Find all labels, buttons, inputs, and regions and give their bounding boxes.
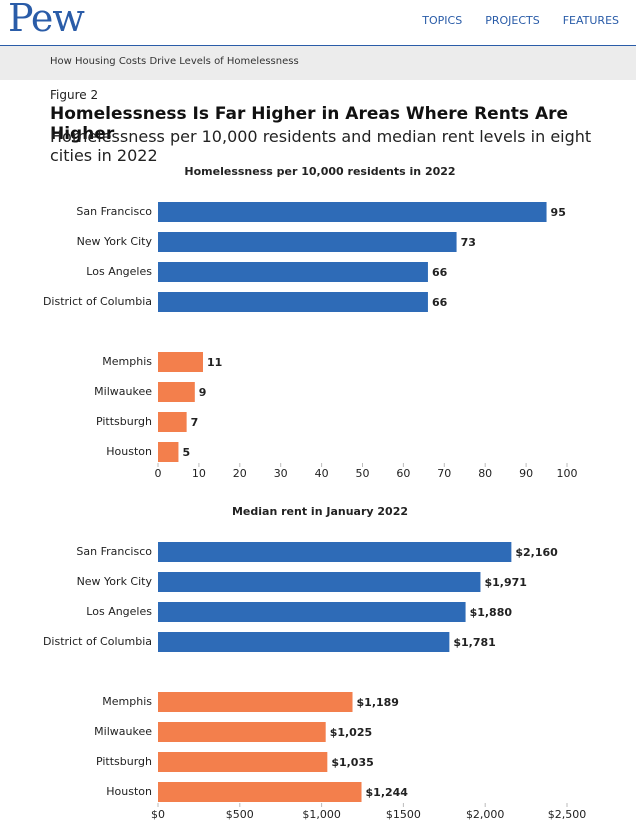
x-tick-label: 30: [274, 467, 288, 480]
x-tick-label: 40: [315, 467, 329, 480]
value-label: 66: [432, 296, 448, 309]
bar: [158, 602, 466, 622]
bar: [158, 692, 353, 712]
value-label: $1,244: [366, 786, 409, 799]
category-label: San Francisco: [76, 205, 152, 218]
chart-title: Median rent in January 2022: [232, 505, 408, 518]
category-label: New York City: [77, 235, 153, 248]
category-label: Los Angeles: [86, 605, 152, 618]
x-tick-label: $2,000: [466, 808, 505, 821]
nav-link[interactable]: FEATURES: [562, 14, 619, 27]
category-label: Milwaukee: [94, 725, 152, 738]
bar: [158, 352, 203, 372]
category-label: Houston: [106, 445, 152, 458]
x-tick-label: 10: [192, 467, 206, 480]
bar: [158, 542, 512, 562]
x-tick-label: 60: [396, 467, 410, 480]
value-label: 95: [551, 206, 566, 219]
category-label: Pittsburgh: [96, 755, 152, 768]
x-tick-label: $2,500: [548, 808, 587, 821]
value-label: 66: [432, 266, 448, 279]
x-tick-label: 80: [478, 467, 492, 480]
category-label: San Francisco: [76, 545, 152, 558]
nav-link[interactable]: PROJECTS: [485, 14, 540, 27]
value-label: $1,189: [357, 696, 399, 709]
header-rule: [0, 45, 636, 46]
value-label: 73: [461, 236, 476, 249]
value-label: 7: [191, 416, 199, 429]
bar: [158, 202, 547, 222]
bar: [158, 292, 428, 312]
bar: [158, 442, 179, 462]
bar: [158, 722, 326, 742]
category-label: Houston: [106, 785, 152, 798]
x-tick-label: $1,000: [302, 808, 341, 821]
value-label: 5: [182, 446, 190, 459]
value-label: $1,971: [484, 576, 526, 589]
category-label: Los Angeles: [86, 265, 152, 278]
bar: [158, 412, 187, 432]
bar: [158, 632, 450, 652]
value-label: $1,025: [330, 726, 372, 739]
category-label: Milwaukee: [94, 385, 152, 398]
nav: TOPICS PROJECTS FEATURES: [399, 14, 619, 27]
figure-title: Homelessness Is Far Higher in Areas Wher…: [50, 104, 569, 144]
bar: [158, 752, 328, 772]
x-tick-label: 100: [557, 467, 578, 480]
x-tick-label: $1500: [386, 808, 421, 821]
value-label: 11: [207, 356, 222, 369]
value-label: 9: [199, 386, 207, 399]
figure-label: Figure 2: [50, 88, 99, 102]
x-tick-label: 20: [233, 467, 247, 480]
category-label: District of Columbia: [43, 295, 152, 308]
category-label: District of Columbia: [43, 635, 152, 648]
value-label: $2,160: [515, 546, 558, 559]
breadcrumb[interactable]: How Housing Costs Drive Levels of Homele…: [50, 56, 299, 67]
category-label: Memphis: [102, 695, 152, 708]
logo[interactable]: Pew: [8, 0, 85, 40]
bar: [158, 262, 428, 282]
category-label: Pittsburgh: [96, 415, 152, 428]
value-label: $1,035: [331, 756, 373, 769]
x-tick-label: 50: [356, 467, 370, 480]
chart-title: Homelessness per 10,000 residents in 202…: [184, 165, 455, 178]
nav-link[interactable]: TOPICS: [422, 14, 463, 27]
breadcrumb-bar: How Housing Costs Drive Levels of Homele…: [0, 46, 636, 80]
x-tick-label: 90: [519, 467, 533, 480]
figure-subtitle: Homelessness per 10,000 residents and me…: [50, 127, 592, 165]
x-tick-label: 0: [155, 467, 162, 480]
bar: [158, 782, 362, 802]
bar: [158, 572, 481, 592]
x-tick-label: $0: [151, 808, 165, 821]
category-label: Memphis: [102, 355, 152, 368]
category-label: New York City: [77, 575, 153, 588]
x-tick-label: $500: [226, 808, 254, 821]
value-label: $1,880: [470, 606, 513, 619]
bar: [158, 232, 457, 252]
value-label: $1,781: [453, 636, 495, 649]
bar: [158, 382, 195, 402]
x-tick-label: 70: [437, 467, 451, 480]
